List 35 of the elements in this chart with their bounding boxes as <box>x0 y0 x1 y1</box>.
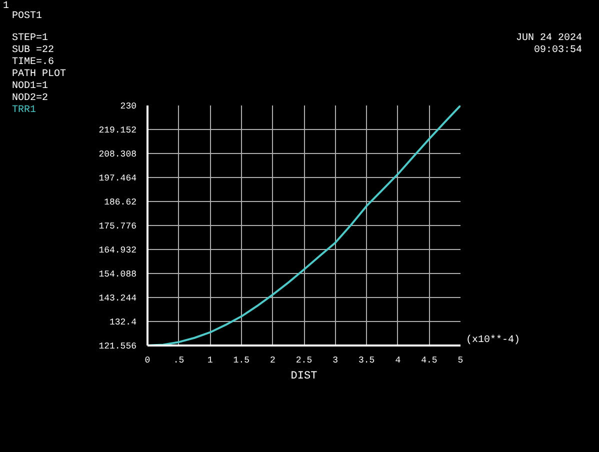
x-tick-label: 1 <box>207 356 213 366</box>
text: TIME=.6 <box>12 57 54 68</box>
text: NOD2=2 <box>12 93 48 104</box>
y-tick-label: 121.556 <box>98 342 137 352</box>
text: NOD1=1 <box>12 81 48 92</box>
text: STEP=1 <box>12 33 48 44</box>
x-tick-label: 2.5 <box>296 356 312 366</box>
x-tick-label: 2 <box>270 356 276 366</box>
y-tick-label: 219.152 <box>98 126 137 136</box>
x-tick-label: 3 <box>332 356 338 366</box>
y-tick-label: 132.4 <box>109 318 137 328</box>
y-tick-label: 175.776 <box>98 222 137 232</box>
x-axis-title: DIST <box>290 370 318 382</box>
x-tick-label: 0 <box>144 356 150 366</box>
y-tick-label: 154.088 <box>98 270 137 280</box>
x-tick-label: 4.5 <box>421 356 438 366</box>
y-tick-label: 143.244 <box>98 294 137 304</box>
y-tick-label: 164.932 <box>98 246 137 256</box>
x-tick-label: 5 <box>458 356 464 366</box>
x-tick-label: 1.5 <box>233 356 250 366</box>
text: PATH PLOT <box>12 69 66 80</box>
text: JUN 24 2024 <box>516 33 582 44</box>
y-tick-label: 186.62 <box>104 198 136 208</box>
x-tick-label: 4 <box>395 356 401 366</box>
y-tick-label: 197.464 <box>98 174 137 184</box>
text: SUB =22 <box>12 45 54 56</box>
text: 09:03:54 <box>534 45 582 56</box>
text: POST1 <box>12 11 42 22</box>
y-tick-label: 230 <box>120 102 136 112</box>
y-tick-label: 208.308 <box>98 150 137 160</box>
text: 1 <box>3 1 10 12</box>
x-tick-label: .5 <box>173 356 184 366</box>
text: (x10**-4) <box>466 335 520 346</box>
text: TRR1 <box>12 105 36 116</box>
x-tick-label: 3.5 <box>358 356 375 366</box>
